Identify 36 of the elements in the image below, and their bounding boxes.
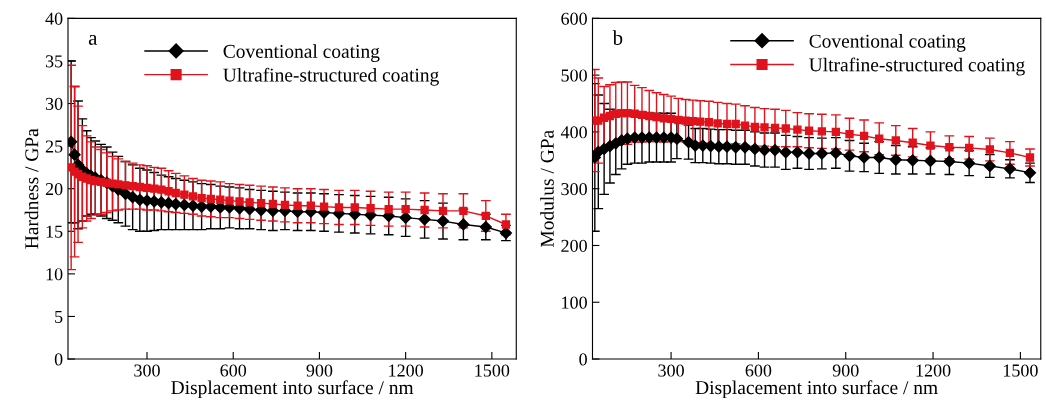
y-tick-label: 400 — [560, 126, 587, 139]
legend-label: Coventional coating — [809, 34, 966, 52]
x-tick-label: 300 — [134, 364, 160, 377]
y-tick-label: 0 — [54, 353, 63, 366]
y-tick-label: 10 — [46, 268, 63, 281]
x-axis-title: Displacement into surface / nm — [171, 380, 414, 399]
y-tick-label: 600 — [561, 12, 587, 25]
y-tick-label: 300 — [561, 182, 587, 196]
x-tick-label: 600 — [745, 364, 772, 377]
y-tick-label: 35 — [45, 55, 63, 68]
x-tick-label: 300 — [658, 364, 684, 377]
x-tick-label: 900 — [832, 364, 859, 377]
x-tick-label: 1500 — [475, 364, 510, 377]
x-tick-label: 1500 — [1003, 364, 1038, 377]
x-tick-label: 900 — [306, 364, 333, 377]
annotation: b — [612, 30, 623, 45]
legend-label: Ultrafine-structured coating — [223, 67, 439, 86]
x-tick-label: 1200 — [389, 364, 424, 377]
x-tick-label: 1200 — [916, 364, 951, 377]
y-tick-label: 0 — [579, 353, 587, 366]
y-tick-label: 15 — [46, 225, 63, 238]
x-tick-label: 600 — [220, 364, 247, 377]
x-axis-title: Displacement into surface / nm — [695, 380, 938, 399]
annotation: a — [88, 34, 98, 45]
y-axis-title: Hardness / GPa — [24, 128, 39, 249]
y-tick-label: 200 — [561, 239, 587, 252]
y-axis-title: Modulus / GPa — [540, 130, 554, 248]
y-tick-label: 5 — [55, 310, 63, 323]
y-tick-label: 30 — [45, 97, 63, 110]
y-tick-label: 40 — [45, 12, 63, 25]
legend-label: Coventional coating — [223, 44, 380, 62]
y-tick-label: 500 — [561, 69, 587, 82]
y-tick-label: 25 — [45, 140, 63, 153]
y-tick-label: 20 — [45, 182, 63, 196]
y-tick-label: 100 — [562, 296, 587, 309]
legend-label: Ultrafine-structured coating — [809, 57, 1025, 76]
